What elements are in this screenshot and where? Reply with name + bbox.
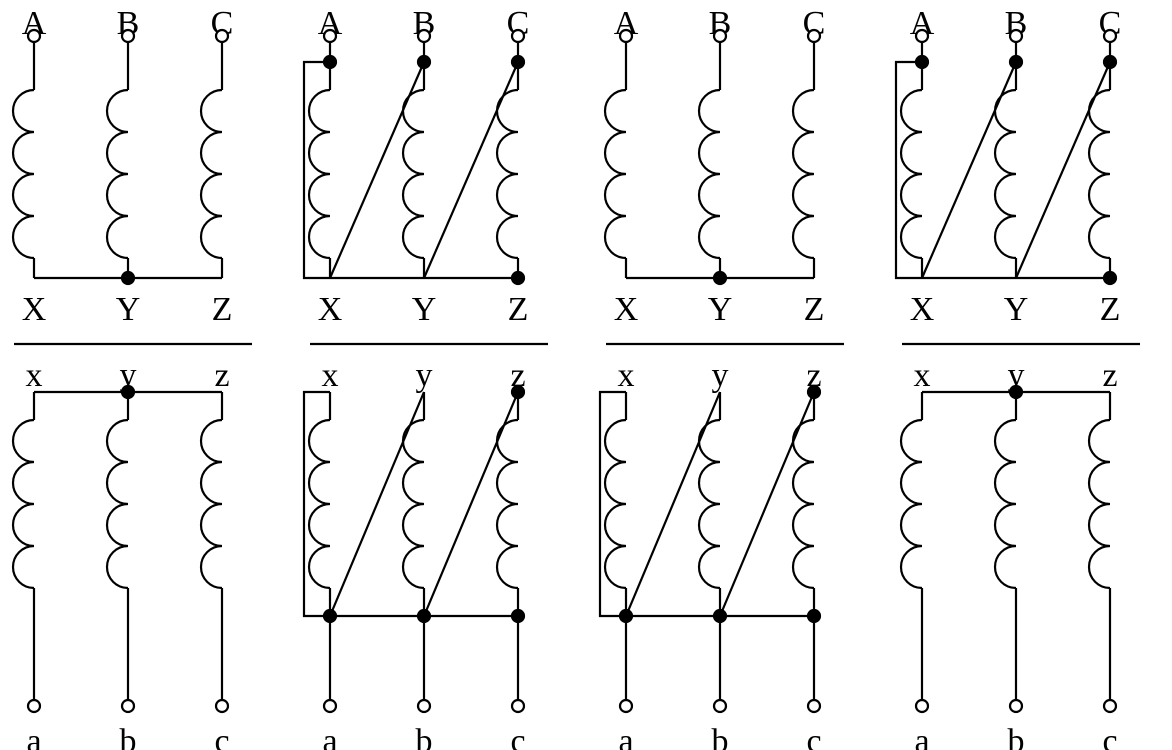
terminal-C <box>216 30 228 42</box>
label-X: X <box>22 291 47 328</box>
neutral-dot <box>714 272 726 284</box>
label-x: x <box>26 357 43 394</box>
label-z: z <box>510 357 525 394</box>
label-z: z <box>214 357 229 394</box>
coil <box>1089 420 1110 588</box>
label-Y: Y <box>1004 291 1029 328</box>
terminal-a <box>28 700 40 712</box>
primary-delta: ABCXYZ <box>304 5 529 328</box>
label-Y: Y <box>116 291 141 328</box>
coil <box>13 90 34 258</box>
terminal-C <box>1104 30 1116 42</box>
label-z: z <box>806 357 821 394</box>
label-y: y <box>120 357 137 394</box>
label-y: y <box>712 357 729 394</box>
label-b: b <box>712 723 729 750</box>
label-y: y <box>1008 357 1025 394</box>
label-X: X <box>318 291 343 328</box>
label-x: x <box>618 357 635 394</box>
coil <box>13 420 34 588</box>
label-X: X <box>910 291 935 328</box>
terminal-C <box>808 30 820 42</box>
primary-delta: ABCXYZ <box>896 5 1121 328</box>
coil <box>699 420 720 588</box>
terminal-C <box>512 30 524 42</box>
neutral-dot <box>122 272 134 284</box>
terminal-c <box>1104 700 1116 712</box>
label-a: a <box>914 723 929 750</box>
primary-wye: ABCXYZ <box>13 5 233 328</box>
label-c: c <box>806 723 821 750</box>
terminal-B <box>1010 30 1022 42</box>
label-a: a <box>26 723 41 750</box>
label-c: c <box>510 723 525 750</box>
label-Z: Z <box>508 291 529 328</box>
label-Z: Z <box>804 291 825 328</box>
terminal-b <box>1010 700 1022 712</box>
coil <box>901 90 922 258</box>
coil <box>1089 90 1110 258</box>
coil <box>201 420 222 588</box>
coil <box>309 90 330 258</box>
terminal-b <box>714 700 726 712</box>
coil <box>605 420 626 588</box>
terminal-A <box>916 30 928 42</box>
coil <box>699 90 720 258</box>
coil <box>107 90 128 258</box>
secondary-delta: a b c x y z <box>600 357 822 750</box>
terminal-B <box>714 30 726 42</box>
coil <box>793 420 814 588</box>
label-c: c <box>1102 723 1117 750</box>
coil <box>107 420 128 588</box>
transformer-connection-diagrams: ABCXYZabcxyzABCXYZabcxyzABCXYZabcxyzABCX… <box>0 0 1172 750</box>
terminal-a <box>916 700 928 712</box>
label-Z: Z <box>212 291 233 328</box>
coil <box>309 420 330 588</box>
coil <box>995 90 1016 258</box>
terminal-c <box>216 700 228 712</box>
terminal-c <box>808 700 820 712</box>
secondary-delta: a b c x y z <box>304 357 526 750</box>
label-x: x <box>914 357 931 394</box>
label-Y: Y <box>708 291 733 328</box>
label-a: a <box>618 723 633 750</box>
coil <box>995 420 1016 588</box>
label-c: c <box>214 723 229 750</box>
terminal-a <box>324 700 336 712</box>
coil <box>901 420 922 588</box>
label-a: a <box>322 723 337 750</box>
terminal-c <box>512 700 524 712</box>
terminal-b <box>122 700 134 712</box>
label-b: b <box>120 723 137 750</box>
label-x: x <box>322 357 339 394</box>
coil <box>403 90 424 258</box>
terminal-B <box>122 30 134 42</box>
label-y: y <box>416 357 433 394</box>
label-Z: Z <box>1100 291 1121 328</box>
terminal-a <box>620 700 632 712</box>
terminal-A <box>28 30 40 42</box>
label-b: b <box>416 723 433 750</box>
label-X: X <box>614 291 639 328</box>
secondary-wye: a b c x y z <box>13 357 230 750</box>
coil <box>201 90 222 258</box>
coil <box>497 90 518 258</box>
terminal-B <box>418 30 430 42</box>
coil <box>793 90 814 258</box>
coil <box>497 420 518 588</box>
terminal-b <box>418 700 430 712</box>
terminal-A <box>324 30 336 42</box>
coil <box>605 90 626 258</box>
label-z: z <box>1102 357 1117 394</box>
coil <box>403 420 424 588</box>
label-Y: Y <box>412 291 437 328</box>
terminal-A <box>620 30 632 42</box>
secondary-wye: a b c x y z <box>901 357 1118 750</box>
label-b: b <box>1008 723 1025 750</box>
primary-wye: ABCXYZ <box>605 5 825 328</box>
